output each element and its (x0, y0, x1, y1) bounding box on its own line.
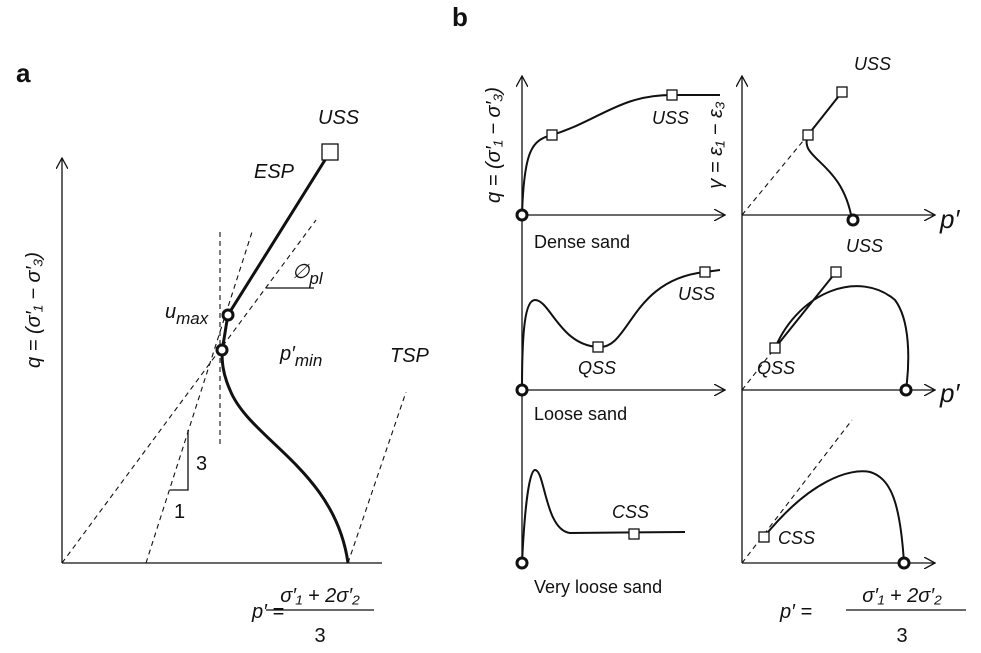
marker (546, 129, 558, 141)
annotation: 1 (174, 501, 185, 523)
row-label: Very loose sand (534, 577, 662, 597)
dashed-line (145, 231, 253, 564)
sub: max (176, 309, 209, 328)
tsp-line (347, 391, 407, 564)
marker (846, 213, 860, 227)
state-label: USS (652, 108, 689, 128)
annotation: p′min (279, 343, 322, 370)
text: ∅ (292, 261, 311, 283)
dashed-line (741, 134, 809, 216)
marker (628, 528, 640, 540)
text: p′ (279, 343, 296, 365)
marker (515, 208, 529, 222)
panel-label: b (452, 2, 468, 32)
stress-path (521, 269, 721, 391)
annotation: ∅pl (292, 261, 324, 288)
marker (666, 89, 678, 101)
strain-path (805, 91, 853, 221)
stress-path (521, 94, 720, 216)
marker (897, 556, 911, 570)
panel-label: a (16, 58, 31, 88)
strain-path (774, 271, 910, 391)
annotation: TSP (390, 345, 430, 367)
x-axis-label: p′ (939, 378, 960, 408)
numerator: σ′₁ + 2σ′₂ (862, 585, 942, 607)
row-label: Loose sand (534, 404, 627, 424)
y-axis-label: q = (σ′₁ − σ′₃) (483, 87, 505, 203)
state-label: USS (678, 284, 715, 304)
annotation: 3 (196, 453, 207, 475)
denominator: 3 (896, 625, 907, 647)
state-marker (221, 308, 235, 322)
y-axis-label: γ = ε₁ − ε₃ (705, 101, 727, 188)
state-label: QSS (757, 358, 795, 378)
state-label: QSS (578, 358, 616, 378)
slope-triangle (170, 430, 189, 491)
dashed-line (61, 219, 317, 564)
marker (802, 129, 814, 141)
strain-path (763, 470, 905, 564)
uss-marker (321, 143, 339, 161)
esp-curve (220, 151, 350, 564)
marker (899, 383, 913, 397)
annotation: ESP (254, 161, 295, 183)
state-label: USS (854, 54, 891, 74)
sub: pl (308, 269, 323, 288)
marker (830, 266, 842, 278)
stress-path (521, 468, 686, 564)
annotation: USS (318, 107, 360, 129)
lhs: p′ = (251, 601, 284, 623)
marker (592, 341, 604, 353)
marker (515, 556, 529, 570)
annotation: umax (165, 301, 209, 328)
marker (699, 266, 711, 278)
state-label: USS (846, 236, 883, 256)
numerator: σ′₁ + 2σ′₂ (280, 585, 360, 607)
marker (758, 531, 770, 543)
y-axis-label: q = (σ′₁ − σ′₃) (23, 252, 45, 368)
marker (769, 342, 781, 354)
x-axis-label: p′ = σ′₁ + 2σ′₂ 3 (779, 585, 966, 647)
row-label: Dense sand (534, 232, 630, 252)
x-axis-label: p′ = σ′₁ + 2σ′₂ 3 (251, 585, 374, 647)
sub: min (295, 351, 322, 370)
text: u (165, 301, 176, 323)
marker (836, 86, 848, 98)
lhs: p′ = (779, 601, 812, 623)
state-label: CSS (778, 528, 815, 548)
denominator: 3 (314, 625, 325, 647)
marker (515, 383, 529, 397)
x-axis-label: p′ (939, 204, 960, 234)
state-label: CSS (612, 502, 649, 522)
state-marker (215, 343, 229, 357)
